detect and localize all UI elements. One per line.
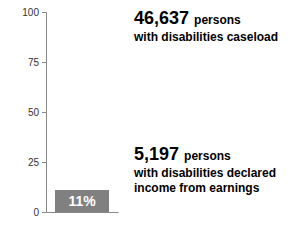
y-tick-label: 100	[22, 7, 39, 18]
y-tick-label: 50	[28, 107, 40, 118]
x-axis	[47, 212, 119, 213]
y-tick-label: 75	[28, 57, 40, 68]
y-tick-label: 0	[33, 207, 39, 218]
annotation-text: with disabilities caseload	[133, 30, 278, 44]
y-tick: 50	[28, 107, 46, 118]
annotation-figure: 5,197	[134, 144, 179, 164]
annotations: 46,637 persons with disabilities caseload 5…	[133, 8, 278, 195]
bar	[55, 190, 109, 212]
annotation-text: with disabilities declared	[133, 166, 276, 180]
y-tick-mark	[42, 62, 46, 63]
annotation-unit: persons	[194, 13, 241, 27]
y-tick: 0	[33, 207, 46, 218]
bars	[55, 190, 109, 212]
annotation-unit: persons	[184, 149, 231, 163]
annotation-heading: 5,197 persons	[134, 144, 231, 164]
annotation-text: income from earnings	[134, 181, 260, 195]
y-tick-mark	[42, 12, 46, 13]
data-labels: 11%	[68, 193, 96, 209]
y-axis-line	[42, 13, 47, 213]
y-tick-mark	[42, 162, 46, 163]
y-tick: 75	[28, 57, 46, 68]
chart: 0 25 50 75 100 11% 46,637 persons with disabilit…	[0, 0, 300, 230]
data-label: 11%	[68, 193, 96, 209]
y-tick: 25	[28, 157, 46, 168]
y-tick-label: 25	[28, 157, 40, 168]
annotation-heading: 46,637 persons	[134, 8, 241, 28]
annotation-figure: 46,637	[134, 8, 189, 28]
x-axis-line	[47, 212, 119, 213]
y-tick-mark	[42, 212, 46, 213]
y-axis: 0 25 50 75 100	[22, 7, 46, 218]
y-tick: 100	[22, 7, 46, 18]
y-tick-mark	[42, 112, 46, 113]
